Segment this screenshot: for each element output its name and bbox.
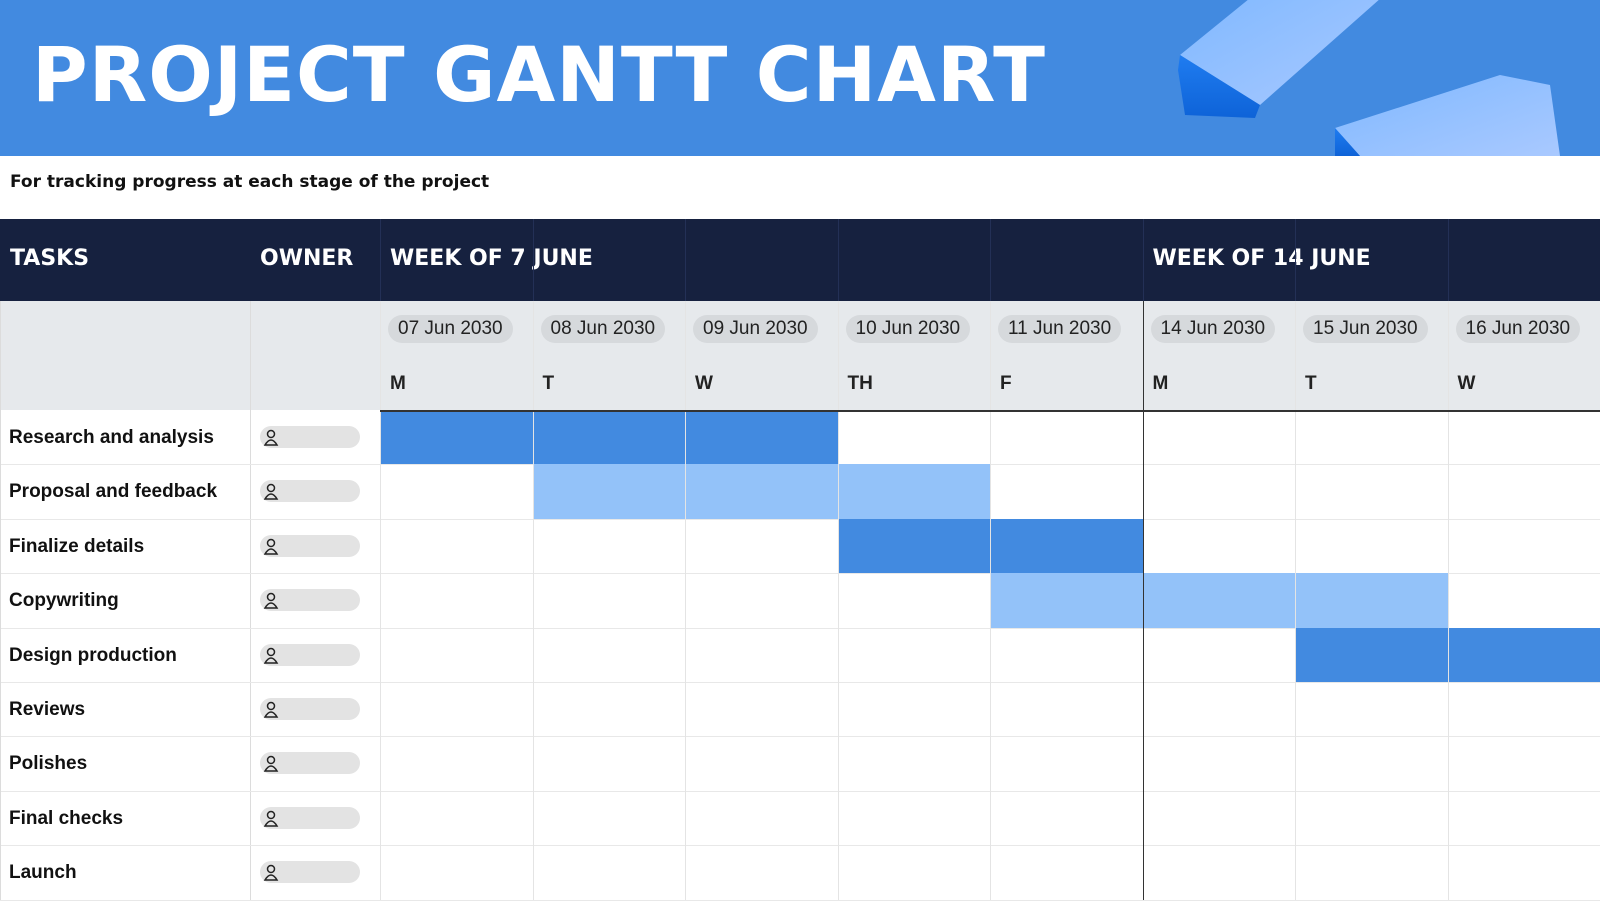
column-line <box>1143 301 1145 900</box>
task-bar <box>533 464 686 518</box>
task-bar <box>838 464 991 518</box>
date-pill: 08 Jun 2030 <box>541 315 666 343</box>
person-icon <box>260 752 280 774</box>
day-label: TH <box>848 373 873 395</box>
task-name: Research and analysis <box>9 427 214 449</box>
day-label: W <box>1458 373 1476 395</box>
person-icon <box>260 698 280 720</box>
owner-pill <box>260 589 360 611</box>
row-line <box>0 791 1600 792</box>
column-line <box>990 301 991 900</box>
left-rule <box>0 301 1 900</box>
task-bar <box>685 410 838 464</box>
task-name: Proposal and feedback <box>9 481 217 503</box>
header-divider <box>838 219 839 301</box>
decoration <box>1150 0 1600 156</box>
owner-pill <box>260 480 360 502</box>
day-label: T <box>1305 373 1317 395</box>
column-line <box>838 301 839 900</box>
person-icon <box>260 861 280 883</box>
row-line <box>0 736 1600 737</box>
owner-pill <box>260 426 360 448</box>
header-divider <box>685 219 686 301</box>
owner-pill <box>260 752 360 774</box>
week-label: WEEK OF 7 JUNE <box>390 246 593 271</box>
row-line <box>0 682 1600 683</box>
task-bar <box>1448 628 1600 682</box>
header-divider <box>533 219 534 301</box>
task-name: Design production <box>9 645 177 667</box>
column-line <box>685 301 686 900</box>
task-bar <box>990 573 1143 627</box>
date-pill: 11 Jun 2030 <box>998 315 1121 343</box>
owner-pill <box>260 861 360 883</box>
date-pill: 14 Jun 2030 <box>1151 315 1276 343</box>
task-name: Final checks <box>9 808 123 830</box>
divider <box>250 301 251 900</box>
task-bar <box>1295 628 1448 682</box>
subtitle: For tracking progress at each stage of t… <box>10 172 489 192</box>
row-line <box>0 519 1600 520</box>
header-divider <box>990 219 991 301</box>
task-name: Copywriting <box>9 590 119 612</box>
task-bar <box>1295 573 1448 627</box>
task-bar <box>1143 573 1296 627</box>
owner-pill <box>260 535 360 557</box>
header-divider <box>1448 219 1449 301</box>
header-divider <box>1143 219 1144 301</box>
day-label: F <box>1000 373 1012 395</box>
task-bar <box>838 519 991 573</box>
day-label: W <box>695 373 713 395</box>
owner-pill <box>260 807 360 829</box>
week-label: WEEK OF 14 JUNE <box>1153 246 1371 271</box>
task-name: Reviews <box>9 699 85 721</box>
column-line <box>1448 301 1449 900</box>
title: PROJECT GANTT CHART <box>32 30 1046 119</box>
tasks-heading: TASKS <box>10 246 89 271</box>
header-divider <box>1295 219 1296 301</box>
header-banner: PROJECT GANTT CHART <box>0 0 1600 156</box>
date-pill: 09 Jun 2030 <box>693 315 818 343</box>
date-pill: 10 Jun 2030 <box>846 315 971 343</box>
row-line <box>0 845 1600 846</box>
task-name: Polishes <box>9 753 87 775</box>
date-pill: 07 Jun 2030 <box>388 315 513 343</box>
header-rule <box>380 410 1600 412</box>
day-label: M <box>390 373 406 395</box>
person-icon <box>260 480 280 502</box>
day-label: T <box>543 373 555 395</box>
person-icon <box>260 426 280 448</box>
task-bar <box>990 519 1143 573</box>
person-icon <box>260 644 280 666</box>
owner-heading: OWNER <box>260 246 353 271</box>
day-label: M <box>1153 373 1169 395</box>
column-line <box>1295 301 1296 900</box>
task-bar <box>533 410 686 464</box>
date-pill: 15 Jun 2030 <box>1303 315 1428 343</box>
task-name: Launch <box>9 862 77 884</box>
owner-pill <box>260 644 360 666</box>
date-pill: 16 Jun 2030 <box>1456 315 1581 343</box>
person-icon <box>260 807 280 829</box>
column-line <box>533 301 534 900</box>
task-bar <box>380 410 533 464</box>
person-icon <box>260 535 280 557</box>
person-icon <box>260 589 280 611</box>
column-line <box>380 301 381 900</box>
header-divider <box>380 219 381 301</box>
task-bar <box>685 464 838 518</box>
owner-pill <box>260 698 360 720</box>
task-name: Finalize details <box>9 536 144 558</box>
